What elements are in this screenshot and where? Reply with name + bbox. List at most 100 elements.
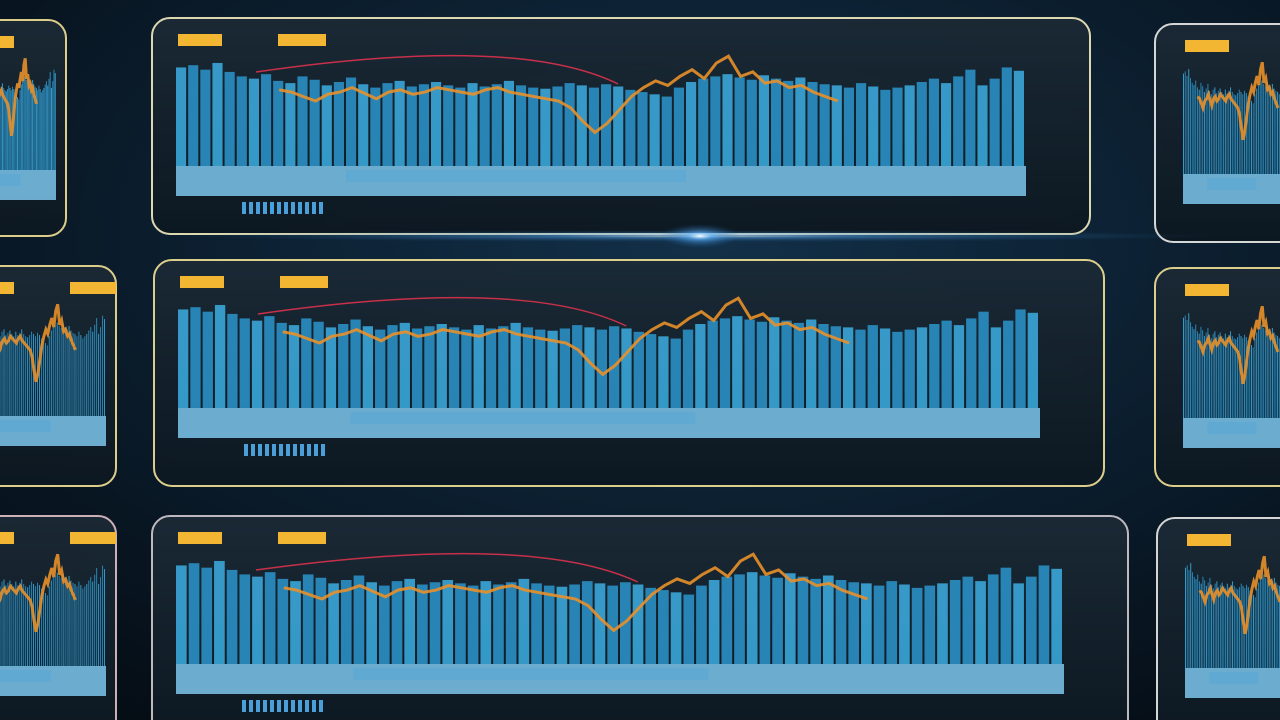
- bar: [899, 584, 910, 664]
- bar: [1218, 587, 1220, 668]
- bar: [734, 77, 745, 166]
- bar: [54, 324, 56, 416]
- bar: [1237, 589, 1239, 668]
- bar: [325, 327, 337, 408]
- bar: [86, 333, 88, 416]
- bar: [84, 586, 86, 666]
- bar: [1231, 91, 1233, 174]
- bar: [1261, 80, 1263, 174]
- bar: [1251, 592, 1253, 668]
- footer-tick: [319, 700, 323, 712]
- bar: [818, 324, 829, 408]
- bar: [17, 97, 19, 170]
- bar: [856, 83, 867, 166]
- baseline-strip-shade: [353, 668, 709, 680]
- bar: [830, 326, 841, 408]
- baseline-strip-shade: [1207, 178, 1257, 190]
- bar: [966, 318, 977, 408]
- bar: [1266, 580, 1268, 668]
- bar: [649, 94, 660, 166]
- bar: [491, 84, 502, 166]
- bar: [1212, 588, 1214, 668]
- trend-line: [1196, 305, 1280, 385]
- bar: [1270, 331, 1272, 418]
- bar: [23, 583, 25, 666]
- bar: [892, 87, 903, 166]
- bar: [40, 92, 42, 170]
- bar: [214, 304, 226, 408]
- bar: [1235, 588, 1237, 668]
- bar: [1266, 81, 1268, 174]
- bar: [835, 580, 847, 664]
- bar: [84, 336, 86, 416]
- bar: [42, 590, 44, 666]
- bar: [309, 79, 320, 166]
- bar: [843, 87, 854, 166]
- bar: [873, 585, 885, 664]
- bar: [1252, 103, 1254, 174]
- bar: [33, 84, 35, 170]
- bar: [358, 84, 369, 166]
- bar: [1214, 583, 1216, 668]
- bar: [448, 327, 460, 408]
- bar: [658, 336, 669, 408]
- bar: [855, 329, 866, 408]
- bar: [518, 578, 530, 664]
- bar: [734, 574, 745, 664]
- bar: [547, 330, 558, 408]
- trend-line: [1198, 555, 1280, 635]
- bar: [522, 327, 534, 408]
- bar: [1250, 101, 1252, 174]
- footer-tick: [298, 700, 302, 712]
- bar: [516, 85, 527, 166]
- bar: [226, 569, 238, 664]
- panel: [0, 515, 117, 720]
- bar: [987, 574, 999, 664]
- bar: [30, 83, 32, 170]
- bar: [722, 74, 733, 166]
- bar: [1273, 88, 1275, 174]
- bar: [417, 584, 428, 664]
- bar: [769, 317, 780, 408]
- bar: [1223, 585, 1225, 668]
- bar: [15, 581, 17, 666]
- bar: [399, 322, 410, 408]
- bar: [13, 336, 15, 416]
- bar: [1013, 70, 1024, 166]
- bar: [1214, 87, 1216, 174]
- bar: [842, 327, 854, 408]
- panel-content: [0, 282, 116, 446]
- bar: [1263, 327, 1265, 418]
- bar: [1193, 329, 1195, 418]
- bar: [1271, 83, 1273, 174]
- footer-tick: [244, 444, 248, 456]
- bar: [1233, 338, 1235, 418]
- bar: [1216, 337, 1218, 418]
- bar: [404, 578, 416, 664]
- bar: [202, 311, 213, 408]
- bar: [321, 85, 332, 166]
- bar: [264, 316, 275, 408]
- bar: [645, 334, 657, 408]
- bar: [1270, 87, 1272, 174]
- bar: [3, 579, 5, 666]
- bar: [588, 87, 599, 166]
- panels: [0, 17, 1280, 720]
- bar: [1254, 338, 1256, 418]
- bar: [1216, 581, 1218, 668]
- footer-tick: [291, 202, 295, 214]
- bar: [5, 335, 7, 416]
- bar: [1263, 574, 1265, 668]
- bar: [670, 338, 681, 408]
- bar: [25, 586, 27, 666]
- bar: [461, 329, 472, 408]
- bar: [831, 85, 842, 166]
- bar: [290, 581, 301, 664]
- bar: [86, 583, 88, 666]
- bar: [1252, 347, 1254, 418]
- bar: [1254, 597, 1256, 668]
- bar: [40, 338, 42, 416]
- bar: [978, 311, 989, 408]
- header-block: [70, 282, 116, 294]
